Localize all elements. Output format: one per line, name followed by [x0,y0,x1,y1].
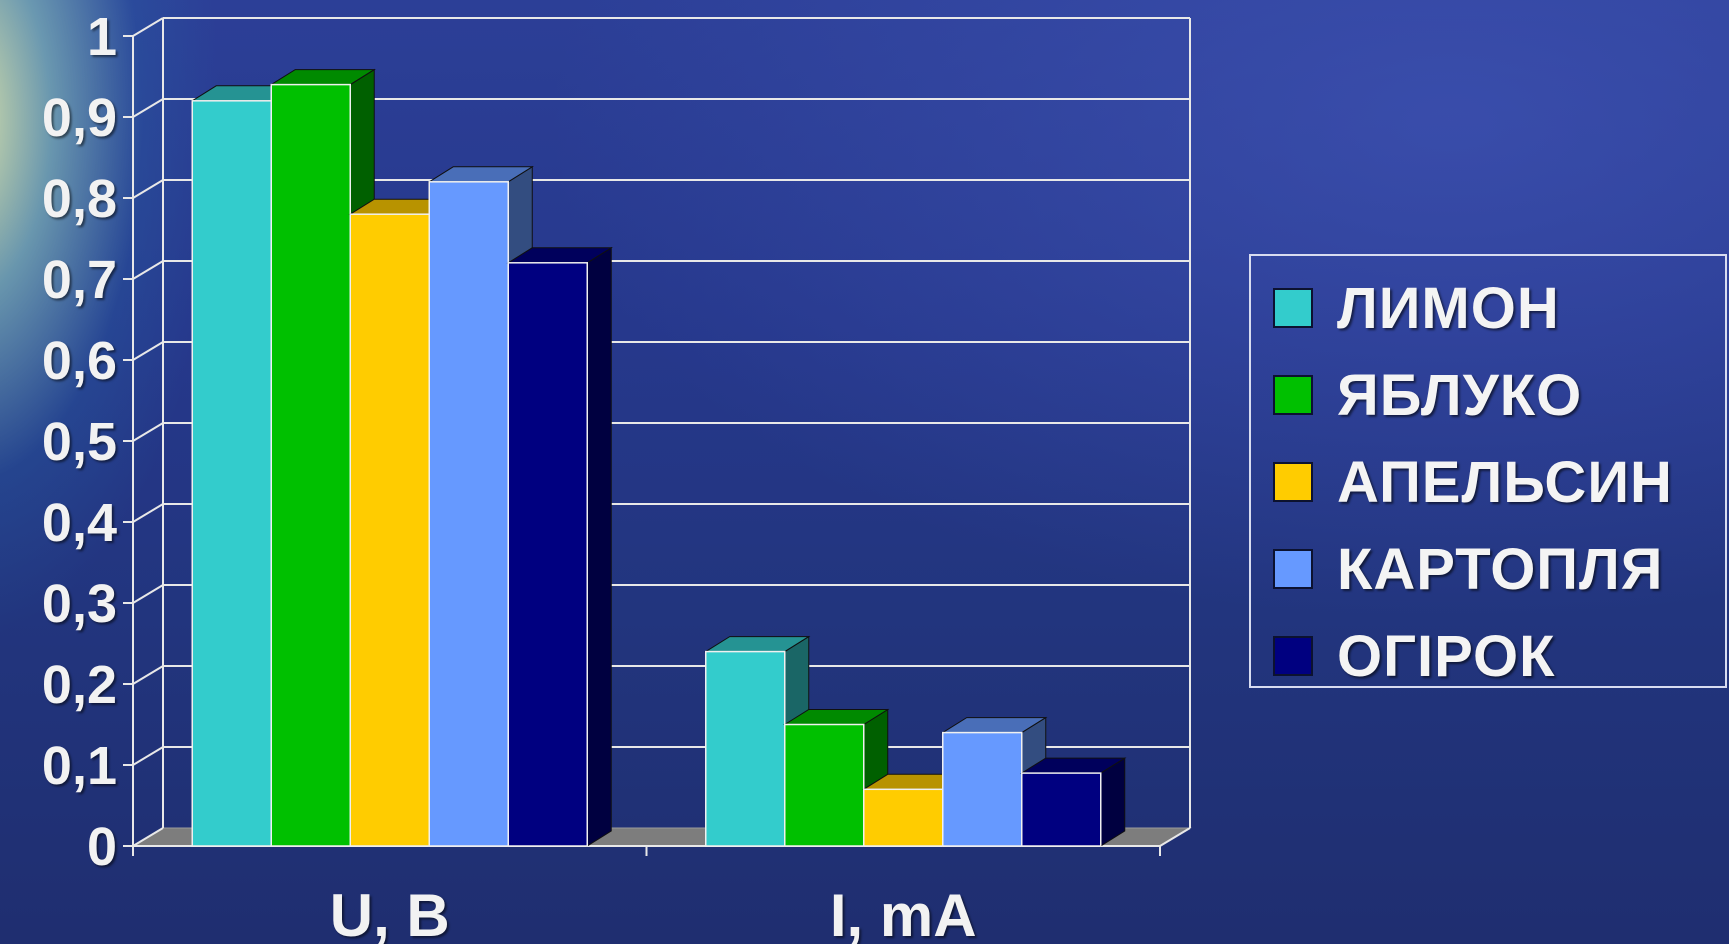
side-gridline [132,746,164,766]
bar [349,213,430,847]
legend-swatch-apelsyn [1273,462,1313,502]
legend-label-yabluko: ЯБЛУКО [1337,362,1583,428]
bar [270,83,351,847]
y-tick-label: 0 [87,817,117,877]
y-tick-label: 1 [87,7,117,67]
side-gridline [132,179,164,199]
side-gridline [132,260,164,280]
legend-item-apelsyn: АПЕЛЬСИН [1273,450,1673,515]
legend-label-kartoplia: КАРТОПЛЯ [1337,536,1664,602]
y-tick-label: 0,7 [42,250,117,310]
floor-right-edge [1159,827,1191,847]
legend-item-limon: ЛИМОН [1273,276,1560,341]
bar [784,723,865,847]
y-tick-label: 0,5 [42,412,117,472]
x-category-label: I, mA [830,882,977,944]
y-tick-label: 0,9 [42,88,117,148]
side-gridline [132,827,164,847]
side-gridline [132,503,164,523]
legend-label-limon: ЛИМОН [1337,275,1560,341]
bar [1021,772,1102,847]
side-gridline [132,17,164,37]
bar [191,100,272,847]
side-gridline [132,584,164,604]
bar-side [586,246,612,847]
x-category-label: U, B [330,882,450,944]
bar [705,650,786,847]
legend-item-yabluko: ЯБЛУКО [1273,363,1582,428]
y-tick-label: 0,3 [42,574,117,634]
side-gridline [132,665,164,685]
side-gridline [132,98,164,118]
y-tick-label: 0,8 [42,169,117,229]
bar [507,262,588,847]
y-tick-label: 0,6 [42,331,117,391]
y-tick-label: 0,1 [42,736,117,796]
side-gridline [132,341,164,361]
legend-swatch-ohirok [1273,636,1313,676]
bar [942,731,1023,847]
y-tick-label: 0,4 [42,493,117,553]
legend-label-ohirok: ОГІРОК [1337,623,1556,689]
legend-item-ohirok: ОГІРОК [1273,624,1556,689]
bar [863,788,944,847]
y-tick-label: 0,2 [42,655,117,715]
legend-swatch-kartoplia [1273,549,1313,589]
legend: ЛИМОН ЯБЛУКО АПЕЛЬСИН КАРТОПЛЯ ОГІРОК [1249,254,1727,689]
legend-swatch-yabluko [1273,375,1313,415]
bar [428,181,509,847]
side-gridline [132,422,164,442]
legend-swatch-limon [1273,288,1313,328]
legend-label-apelsyn: АПЕЛЬСИН [1337,449,1673,515]
legend-item-kartoplia: КАРТОПЛЯ [1273,537,1663,602]
